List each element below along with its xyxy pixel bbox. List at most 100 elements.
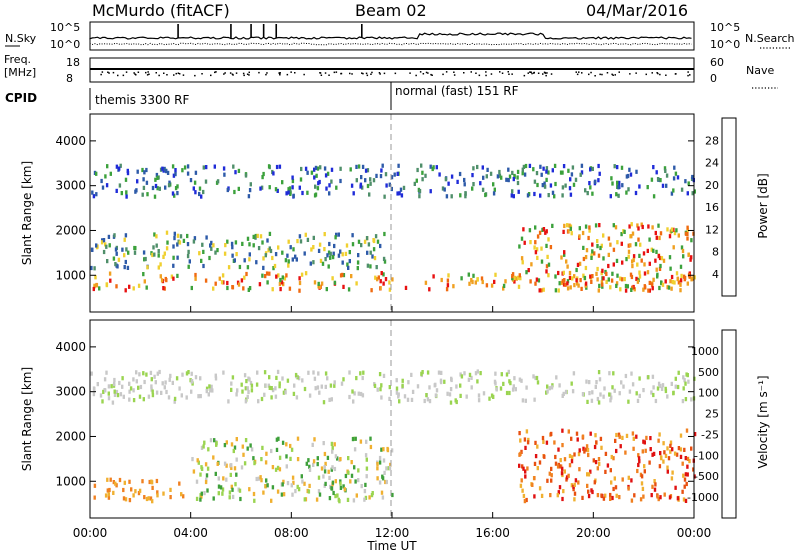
ytick-label: 2000 (55, 223, 86, 237)
data-cell (540, 172, 543, 177)
data-cell (278, 281, 282, 287)
data-cell (517, 284, 521, 289)
nave-point (590, 71, 592, 74)
data-cell (627, 249, 631, 254)
data-cell (468, 372, 472, 377)
data-cell (607, 252, 610, 257)
data-cell (471, 186, 474, 191)
data-cell (327, 264, 330, 269)
data-cell (311, 442, 314, 447)
data-cell (122, 496, 126, 501)
data-cell (330, 167, 334, 172)
data-cell (165, 169, 168, 174)
data-cell (205, 389, 208, 394)
data-cell (174, 172, 177, 177)
data-cell (204, 179, 208, 184)
data-cell (687, 379, 690, 384)
data-cell (610, 480, 613, 485)
data-cell (679, 433, 683, 438)
data-cell (639, 497, 643, 502)
data-cell (332, 251, 335, 256)
data-cell (650, 282, 654, 287)
data-cell (275, 164, 279, 170)
nave-point (511, 73, 513, 75)
data-cell (609, 285, 612, 290)
data-cell (341, 260, 344, 265)
data-cell (222, 166, 226, 171)
data-cell (579, 172, 582, 177)
data-cell (642, 388, 645, 393)
data-cell (259, 186, 262, 191)
data-cell (472, 182, 475, 187)
data-cell (160, 278, 164, 283)
data-cell (382, 458, 386, 463)
nave-point (651, 72, 653, 74)
data-cell (652, 392, 655, 398)
data-cell (310, 247, 313, 252)
data-cell (676, 384, 680, 390)
data-cell (233, 189, 236, 195)
data-cell (147, 496, 150, 501)
data-cell (549, 183, 553, 188)
data-cell (154, 183, 158, 189)
data-cell (369, 444, 373, 450)
nave-point (430, 73, 432, 76)
nave-point (478, 74, 481, 77)
data-cell (518, 244, 521, 249)
data-cell (568, 453, 572, 459)
data-cell (643, 440, 646, 445)
data-cell (511, 170, 514, 175)
data-cell (631, 382, 635, 387)
data-cell (271, 388, 275, 393)
data-cell (660, 386, 664, 391)
data-cell (292, 391, 296, 396)
colorbar-tick: 8 (712, 246, 719, 259)
data-cell (523, 240, 526, 245)
data-cell (342, 273, 346, 278)
data-cell (112, 480, 115, 485)
data-cell (193, 180, 197, 185)
data-cell (168, 180, 171, 185)
data-cell (521, 488, 524, 493)
data-cell (305, 461, 308, 466)
data-cell (376, 476, 379, 481)
data-cell (573, 452, 576, 457)
data-cell (347, 287, 351, 292)
data-cell (240, 382, 243, 387)
data-cell (631, 431, 635, 436)
nave-point (229, 72, 232, 74)
data-cell (647, 288, 650, 293)
data-cell (282, 390, 286, 395)
data-cell (160, 390, 163, 395)
data-cell (186, 242, 190, 247)
data-cell (680, 187, 684, 192)
data-cell (627, 399, 630, 404)
data-cell (106, 477, 109, 482)
data-cell (562, 282, 566, 287)
data-cell (594, 384, 597, 389)
data-cell (665, 183, 668, 188)
data-cell (489, 171, 493, 176)
data-cell (276, 465, 280, 470)
data-cell (225, 463, 228, 468)
data-cell (267, 164, 271, 169)
nave-point (361, 72, 363, 74)
data-cell (401, 378, 404, 383)
data-cell (613, 476, 616, 481)
data-cell (289, 191, 292, 196)
data-cell (219, 485, 223, 490)
data-cell (396, 191, 399, 196)
data-cell (540, 259, 544, 264)
data-cell (150, 377, 153, 382)
data-cell (608, 392, 611, 397)
data-cell (232, 164, 235, 169)
data-cell (372, 247, 376, 252)
data-cell (102, 238, 106, 243)
data-cell (339, 485, 343, 490)
data-cell (157, 265, 160, 270)
data-cell (538, 460, 542, 465)
data-cell (507, 369, 510, 374)
data-cell (235, 252, 238, 257)
colorbar-tick: 4 (712, 268, 719, 281)
data-cell (675, 452, 679, 457)
